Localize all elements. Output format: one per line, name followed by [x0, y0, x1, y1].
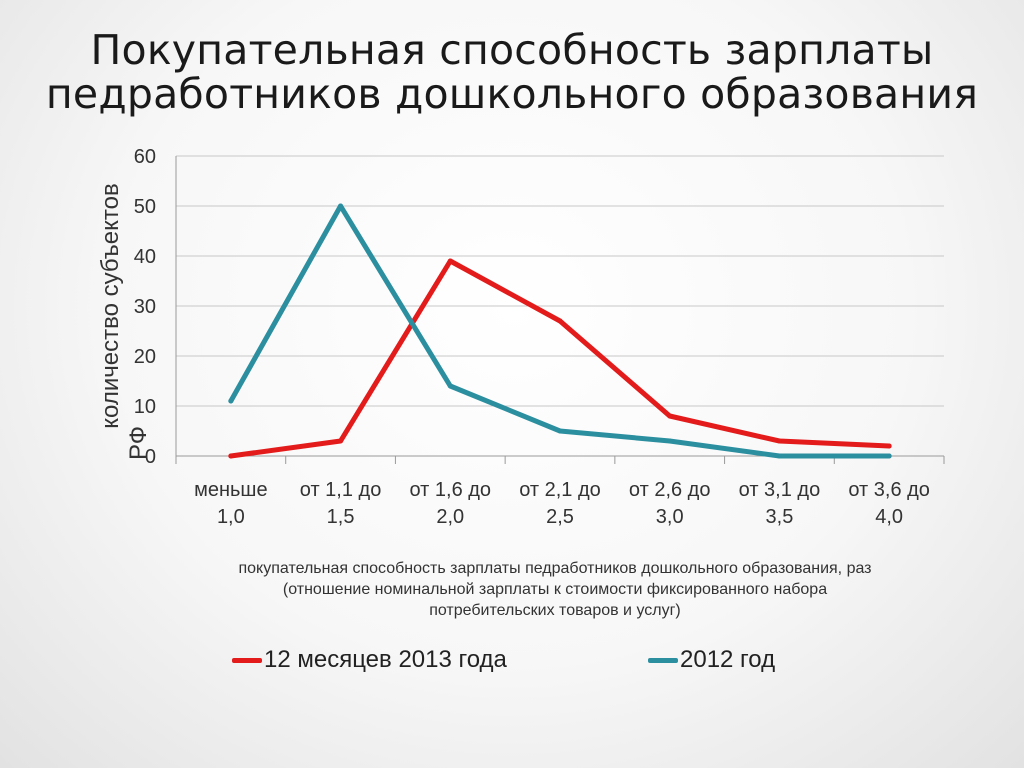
- legend-swatch-2012: [648, 657, 678, 663]
- data-point: [228, 398, 234, 404]
- y-tick-label: 50: [134, 196, 156, 218]
- x-tick-label: 3,5: [766, 506, 794, 528]
- series-layer: [228, 203, 892, 459]
- x-tick-label: от 1,1 до: [300, 479, 382, 501]
- slide-title: Покупательная способность зарплаты педра…: [40, 28, 984, 116]
- y-axis-title-line-1: количество субъектов: [97, 183, 124, 429]
- y-tick-label: 10: [134, 396, 156, 418]
- x-tick-label: от 1,6 до: [410, 479, 492, 501]
- legend-swatch-2013: [232, 657, 262, 663]
- data-point: [667, 413, 673, 419]
- series-line-0: [228, 258, 892, 459]
- legend-item-2012: 2012 год: [648, 640, 775, 680]
- chart-legend: 12 месяцев 2013 года 2012 год: [0, 640, 1024, 680]
- x-tick-label: от 3,6 до: [848, 479, 930, 501]
- x-axis-title-line-3: потребительских товаров и услуг): [429, 602, 681, 619]
- line-chart: 0 10 20 30 40 50 60 меньше 1,0 от 1,1 до 1,5 от 1,6…: [97, 146, 945, 528]
- x-tick-label: 1,5: [327, 506, 355, 528]
- x-tick-label: меньше: [194, 479, 268, 501]
- data-point: [338, 203, 344, 209]
- series-line-1: [228, 203, 892, 459]
- x-tick-label: от 2,1 до: [519, 479, 601, 501]
- data-point: [557, 318, 563, 324]
- title-line-1: Покупательная способность зарплаты: [90, 26, 934, 74]
- data-point: [667, 438, 673, 444]
- x-tick-label: 2,0: [436, 506, 464, 528]
- data-point: [447, 258, 453, 264]
- y-tick-label: 60: [134, 146, 156, 168]
- y-tick-label: 30: [134, 296, 156, 318]
- y-tick-label: 20: [134, 346, 156, 368]
- x-axis-title-line-1: покупательная способность зарплаты педра…: [238, 560, 872, 577]
- legend-item-2013: 12 месяцев 2013 года: [232, 640, 507, 680]
- x-tick-label: 2,5: [546, 506, 574, 528]
- data-point: [557, 428, 563, 434]
- y-tick-label: 0: [145, 446, 156, 468]
- x-tick-label: от 2,6 до: [629, 479, 711, 501]
- data-point: [228, 453, 234, 459]
- data-point: [886, 453, 892, 459]
- data-point: [776, 438, 782, 444]
- grid-layer: [176, 155, 944, 457]
- y-axis-title: количество субъектов РФ: [97, 183, 152, 460]
- x-axis-title-line-2: (отношение номинальной зарплаты к стоимо…: [282, 581, 828, 598]
- data-point: [776, 453, 782, 459]
- data-point: [886, 443, 892, 449]
- legend-label-2013: 12 месяцев 2013 года: [264, 646, 507, 673]
- y-tick-label: 40: [134, 246, 156, 268]
- legend-label-2012: 2012 год: [680, 646, 776, 673]
- x-tick-label: 4,0: [875, 506, 903, 528]
- data-point: [447, 383, 453, 389]
- x-tick-label: 3,0: [656, 506, 684, 528]
- x-axis-title: покупательная способность зарплаты педра…: [160, 558, 950, 621]
- x-tick-label: от 3,1 до: [739, 479, 821, 501]
- data-point: [338, 438, 344, 444]
- title-line-2: педработников дошкольного образования: [45, 70, 979, 118]
- x-tick-label: 1,0: [217, 506, 245, 528]
- axis-layer: 0 10 20 30 40 50 60 меньше 1,0 от 1,1 до 1,5 от 1,6…: [134, 146, 945, 528]
- y-axis-title-line-2: РФ: [125, 426, 152, 460]
